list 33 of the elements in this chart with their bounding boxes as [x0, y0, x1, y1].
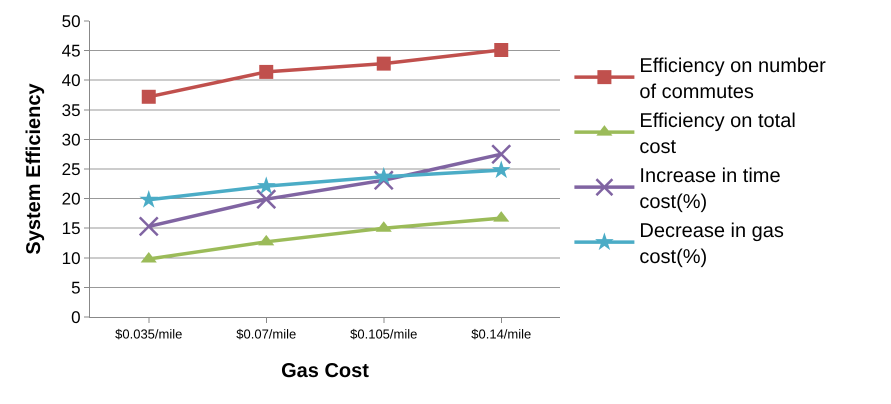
- y-tick-label: 15: [62, 219, 81, 238]
- point: [259, 64, 274, 79]
- point: [142, 90, 156, 104]
- point: [492, 160, 511, 178]
- x-tick-label: $0.035/mile: [115, 326, 182, 342]
- y-tick-label: 50: [62, 12, 81, 31]
- x-tick-label: $0.07/mile: [236, 326, 296, 342]
- point: [138, 216, 159, 237]
- y-tick-label: 30: [62, 130, 81, 150]
- legend-label: Efficiency on number of commutes: [639, 54, 826, 103]
- y-tick-label: 5: [71, 278, 81, 298]
- y-tick-label: 25: [62, 160, 81, 179]
- y-tick-label: 40: [62, 71, 81, 90]
- x-tick-label: $0.105/mile: [350, 326, 418, 342]
- point: [374, 170, 394, 190]
- y-tick-label: 20: [62, 190, 81, 209]
- point: [491, 144, 512, 164]
- point: [374, 166, 394, 185]
- legend-label: Efficiency on total cost: [639, 110, 796, 158]
- y-tick-label: 35: [62, 100, 81, 120]
- y-tick-label: 10: [62, 248, 81, 268]
- y-tick-label: 0: [71, 308, 81, 327]
- point: [376, 56, 391, 71]
- point: [139, 190, 158, 208]
- point: [494, 43, 508, 58]
- y-tick-label: 45: [62, 42, 81, 61]
- legend-label: Decrease in gas cost(%): [639, 220, 784, 268]
- x-axis-title: Gas Cost: [281, 360, 370, 382]
- y-axis-title: System Efficiency: [23, 82, 46, 255]
- point: [256, 176, 276, 194]
- x-tick-label: $0.14/mile: [471, 326, 532, 342]
- legend-label: Increase in time cost(%): [639, 164, 781, 213]
- point: [256, 188, 276, 210]
